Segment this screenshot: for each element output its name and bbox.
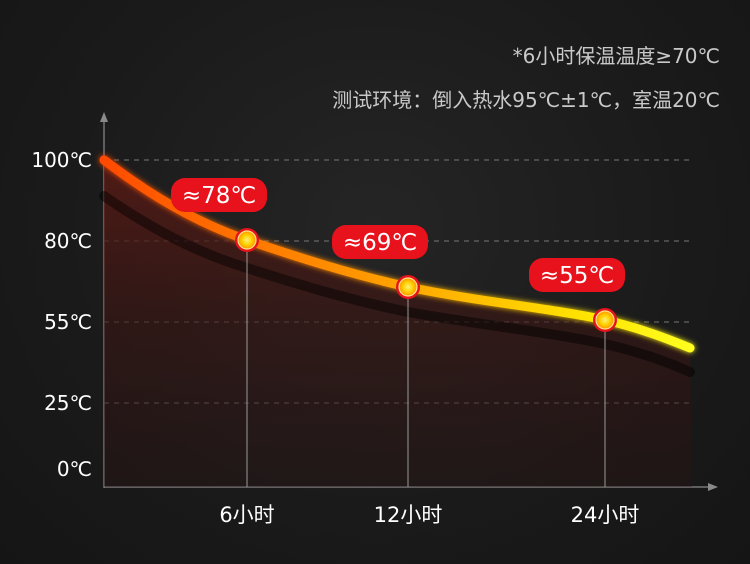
value-label: ≈78℃ [182, 183, 256, 209]
test-conditions-note: 测试环境：倒入热水95℃±1℃，室温20℃ [332, 88, 720, 112]
value-label: ≈55℃ [540, 263, 614, 289]
y-tick-label: 100℃ [31, 148, 92, 172]
data-point [398, 277, 418, 297]
y-tick-label: 25℃ [44, 391, 92, 415]
value-badge [171, 178, 267, 212]
y-axis-arrow-icon [100, 112, 108, 122]
x-axis-arrow-icon [708, 483, 718, 491]
y-tick-label: 80℃ [44, 229, 92, 253]
value-label: ≈69℃ [343, 230, 417, 256]
y-tick-label: 0℃ [57, 457, 92, 481]
x-tick-label: 6小时 [219, 503, 274, 527]
y-tick-label: 55℃ [44, 310, 92, 334]
value-badge [529, 258, 625, 292]
data-point [237, 230, 257, 250]
data-point [595, 310, 615, 330]
spec-note: *6小时保温温度≥70℃ [512, 44, 720, 68]
value-badge [332, 225, 428, 259]
x-tick-label: 24小时 [571, 503, 640, 527]
x-tick-label: 12小时 [374, 503, 443, 527]
